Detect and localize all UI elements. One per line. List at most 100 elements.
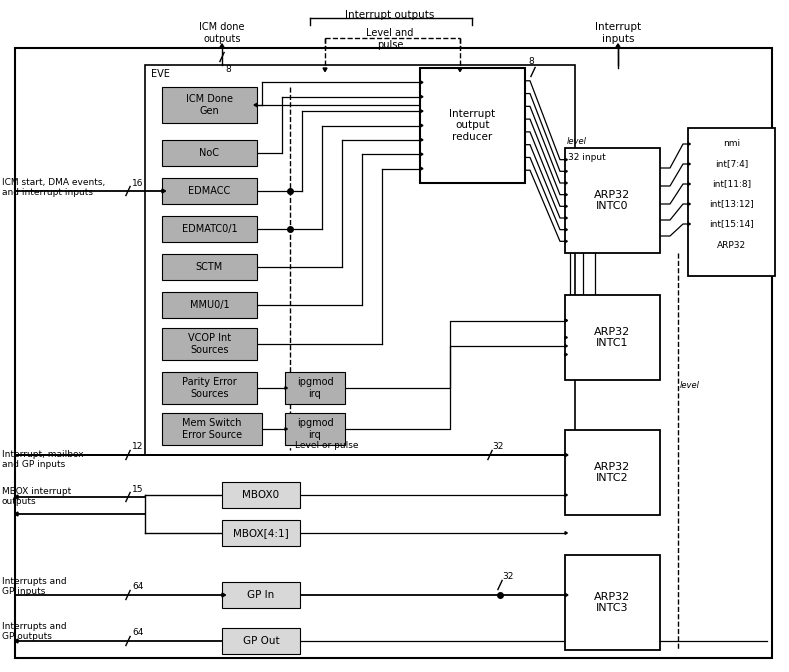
Text: ipgmod
irq: ipgmod irq	[297, 377, 333, 398]
Polygon shape	[688, 203, 690, 206]
Polygon shape	[565, 216, 567, 219]
Polygon shape	[615, 44, 620, 48]
Polygon shape	[616, 44, 620, 48]
Text: 32 input: 32 input	[568, 153, 606, 162]
Bar	[162, 413, 262, 445]
Bar	[222, 520, 300, 546]
Polygon shape	[14, 639, 18, 643]
Text: Level and
pulse: Level and pulse	[366, 28, 413, 50]
Polygon shape	[565, 228, 567, 231]
Text: 16: 16	[132, 179, 144, 188]
Text: 12: 12	[132, 442, 144, 451]
Bar	[565, 295, 660, 380]
Text: ICM start, DMA events,
and interrupt inputs: ICM start, DMA events, and interrupt inp…	[2, 178, 105, 198]
Polygon shape	[565, 170, 567, 173]
Bar	[565, 430, 660, 515]
Text: int[15:14]: int[15:14]	[709, 220, 753, 228]
Bar	[285, 372, 345, 404]
Text: 64: 64	[132, 628, 144, 637]
Polygon shape	[420, 153, 423, 156]
Text: GP Out: GP Out	[243, 636, 279, 646]
Text: 32: 32	[492, 442, 503, 451]
Text: VCOP Int
Sources: VCOP Int Sources	[188, 333, 231, 355]
Polygon shape	[565, 454, 568, 457]
Polygon shape	[688, 163, 690, 165]
Polygon shape	[565, 494, 567, 497]
Polygon shape	[420, 95, 423, 98]
Polygon shape	[420, 81, 423, 84]
Bar	[162, 372, 257, 404]
Polygon shape	[254, 103, 257, 107]
Text: ICM Done
Gen: ICM Done Gen	[186, 94, 233, 116]
Polygon shape	[219, 44, 224, 48]
Text: ARP32
INTC0: ARP32 INTC0	[594, 190, 630, 211]
Bar	[420, 68, 525, 183]
Polygon shape	[420, 124, 423, 127]
Text: Interrupt
output
reducer: Interrupt output reducer	[450, 109, 495, 142]
Bar	[688, 128, 775, 276]
Polygon shape	[565, 319, 567, 322]
Bar	[222, 582, 300, 608]
Text: nmi: nmi	[723, 140, 740, 149]
Text: ARP32
INTC1: ARP32 INTC1	[594, 327, 630, 348]
Text: Interrupts and
GP inputs: Interrupts and GP inputs	[2, 577, 66, 597]
Bar	[162, 254, 257, 280]
Text: ipgmod
irq: ipgmod irq	[297, 418, 333, 439]
Text: Interrupt, mailbox
and GP inputs: Interrupt, mailbox and GP inputs	[2, 450, 84, 470]
Text: 64: 64	[132, 582, 144, 591]
Polygon shape	[565, 181, 567, 184]
Polygon shape	[162, 189, 166, 193]
Bar	[162, 216, 257, 242]
Polygon shape	[420, 110, 423, 113]
Text: MMU0/1: MMU0/1	[189, 300, 230, 310]
Text: level: level	[680, 381, 700, 390]
Polygon shape	[688, 142, 690, 145]
Text: ARP32
INTC3: ARP32 INTC3	[594, 592, 630, 614]
Text: GP In: GP In	[248, 590, 275, 600]
Polygon shape	[285, 427, 287, 430]
Polygon shape	[565, 593, 568, 597]
Text: level: level	[567, 137, 587, 146]
Text: SCTM: SCTM	[196, 262, 223, 272]
Text: MBOX interrupt
outputs: MBOX interrupt outputs	[2, 487, 71, 507]
Polygon shape	[323, 68, 327, 72]
Polygon shape	[565, 532, 567, 534]
Text: 8: 8	[225, 65, 230, 74]
Polygon shape	[565, 205, 567, 208]
Text: MBOX0: MBOX0	[242, 490, 279, 500]
Text: Interrupt
inputs: Interrupt inputs	[595, 22, 641, 44]
Polygon shape	[565, 336, 567, 339]
Polygon shape	[565, 345, 567, 347]
Polygon shape	[14, 495, 18, 499]
Bar	[285, 413, 345, 445]
Text: int[11:8]: int[11:8]	[712, 179, 751, 189]
Text: ARP32
INTC2: ARP32 INTC2	[594, 462, 630, 483]
Text: Interrupt outputs: Interrupt outputs	[346, 10, 435, 20]
Polygon shape	[688, 183, 690, 185]
Polygon shape	[688, 222, 690, 225]
Polygon shape	[565, 240, 567, 243]
Bar	[222, 628, 300, 654]
Text: Interrupts and
GP outputs: Interrupts and GP outputs	[2, 622, 66, 641]
Polygon shape	[420, 138, 423, 142]
Polygon shape	[565, 194, 567, 196]
Polygon shape	[222, 593, 226, 597]
Bar	[222, 482, 300, 508]
Polygon shape	[14, 512, 18, 516]
Text: 32: 32	[502, 572, 514, 581]
Text: EVE: EVE	[151, 69, 170, 79]
Bar	[145, 65, 575, 455]
Text: Parity Error
Sources: Parity Error Sources	[182, 377, 237, 398]
Polygon shape	[565, 159, 567, 161]
Polygon shape	[565, 319, 567, 322]
Text: 15: 15	[132, 485, 144, 494]
Text: Mem Switch
Error Source: Mem Switch Error Source	[182, 418, 242, 439]
Bar	[162, 328, 257, 360]
Bar	[565, 555, 660, 650]
Text: int[13:12]: int[13:12]	[709, 200, 753, 208]
Text: ICM done
outputs: ICM done outputs	[200, 22, 245, 44]
Text: ARP32: ARP32	[717, 241, 746, 251]
Text: MBOX[4:1]: MBOX[4:1]	[233, 528, 289, 538]
Bar	[565, 148, 660, 253]
Text: EDMACC: EDMACC	[189, 186, 230, 196]
